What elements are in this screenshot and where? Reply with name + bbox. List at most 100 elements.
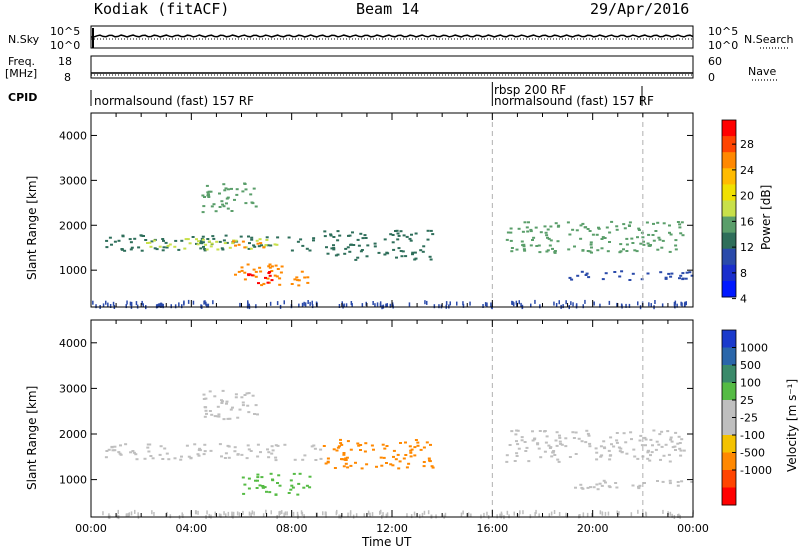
velocity-ground-cell xyxy=(347,512,349,517)
velocity-ground-cell xyxy=(538,513,540,518)
power-ground-cell xyxy=(178,302,180,307)
power-ground-cell xyxy=(351,303,353,308)
velocity-echo-cell xyxy=(385,445,389,447)
velocity-echo-cell xyxy=(165,452,169,455)
velocity-echo-cell xyxy=(236,453,240,456)
velocity-echo-cell xyxy=(572,437,576,439)
power-echo-cell xyxy=(676,221,680,223)
power-ground-cell xyxy=(620,303,623,308)
velocity-echo-cell xyxy=(577,437,581,440)
power-echo-cell xyxy=(199,240,203,243)
power-echo-cell xyxy=(267,272,271,274)
velocity-echo-cell xyxy=(538,430,542,432)
velocity-echo-cell xyxy=(631,484,635,487)
power-ground-cell xyxy=(438,304,440,309)
power-echo-cell xyxy=(268,266,272,269)
velocity-echo-cell xyxy=(228,417,232,420)
power-ground-cell xyxy=(616,302,618,307)
power-echo-cell xyxy=(419,249,423,252)
power-echo-cell xyxy=(411,253,414,256)
velocity-ground-cell xyxy=(380,509,382,514)
power-echo-cell xyxy=(600,238,604,240)
velocity-echo-cell xyxy=(203,415,207,418)
power-echo-cell xyxy=(546,228,550,231)
velocity-colorbar-swatch xyxy=(722,452,736,471)
velocity-ground-cell xyxy=(578,514,580,519)
power-ground-cell xyxy=(469,301,471,306)
velocity-echo-cell xyxy=(365,463,369,466)
power-ground-cell xyxy=(391,302,394,307)
power-echo-cell xyxy=(205,184,209,187)
velocity-echo-cell xyxy=(580,440,584,443)
velocity-echo-cell xyxy=(666,430,670,433)
power-echo-cell xyxy=(652,239,656,242)
power-colorbar-tick-label: 16 xyxy=(740,215,754,228)
velocity-ground-cell xyxy=(607,511,610,516)
velocity-echo-cell xyxy=(550,455,554,458)
power-echo-cell xyxy=(545,250,549,253)
velocity-echo-cell xyxy=(276,444,280,447)
velocity-echo-cell xyxy=(254,479,257,482)
cpid-segment: normalsound (fast) 157 RF xyxy=(94,94,254,108)
velocity-ground-cell xyxy=(137,512,139,517)
power-ground-cell xyxy=(456,301,458,306)
velocity-echo-cell xyxy=(349,448,353,451)
power-echo-cell xyxy=(254,275,258,278)
power-echo-cell xyxy=(674,239,678,242)
velocity-echo-cell xyxy=(609,436,613,439)
power-echo-cell xyxy=(343,252,347,255)
velocity-echo-cell xyxy=(213,395,217,398)
power-echo-cell xyxy=(206,194,210,197)
velocity-echo-cell xyxy=(205,412,208,415)
power-echo-cell xyxy=(224,187,228,190)
velocity-echo-cell xyxy=(619,447,623,450)
velocity-echo-cell xyxy=(187,455,191,458)
power-echo-cell xyxy=(164,241,168,244)
velocity-echo-cell xyxy=(671,446,675,449)
velocity-echo-cell xyxy=(345,456,349,459)
velocity-ground-cell xyxy=(223,511,225,516)
velocity-echo-cell xyxy=(261,486,265,489)
power-echo-cell xyxy=(690,274,694,277)
power-echo-cell xyxy=(669,233,673,236)
power-echo-cell xyxy=(323,230,327,233)
power-echo-cell xyxy=(522,245,526,248)
velocity-echo-cell xyxy=(516,443,520,446)
velocity-echo-cell xyxy=(660,445,664,448)
velocity-ground-cell xyxy=(134,509,136,514)
velocity-echo-cell xyxy=(539,456,543,459)
velocity-echo-cell xyxy=(343,458,347,461)
power-echo-cell xyxy=(556,240,560,243)
power-echo-cell xyxy=(522,248,526,251)
power-echo-cell xyxy=(619,243,623,246)
power-echo-cell xyxy=(240,266,244,269)
velocity-echo-cell xyxy=(251,394,255,397)
power-echo-cell xyxy=(628,279,632,281)
power-ground-cell xyxy=(181,304,183,309)
power-echo-cell xyxy=(312,239,315,242)
power-ytick-label: 2000 xyxy=(59,219,87,232)
power-echo-cell xyxy=(421,250,425,253)
power-echo-cell xyxy=(137,246,141,249)
velocity-echo-cell xyxy=(579,483,583,486)
velocity-colorbar-tick-label: -25 xyxy=(740,412,758,425)
power-echo-cell xyxy=(223,189,227,192)
power-echo-cell xyxy=(373,245,377,248)
power-echo-cell xyxy=(414,232,418,235)
velocity-echo-cell xyxy=(117,451,121,454)
velocity-echo-cell xyxy=(218,443,222,446)
power-echo-region xyxy=(232,240,266,249)
velocity-echo-region xyxy=(104,443,323,462)
velocity-ground-cell xyxy=(371,512,374,517)
power-echo-cell xyxy=(395,256,398,259)
power-ground-cell xyxy=(681,302,683,307)
power-echo-cell xyxy=(210,205,214,208)
velocity-echo-region xyxy=(505,429,686,463)
power-echo-cell xyxy=(678,226,682,229)
velocity-echo-cell xyxy=(536,443,540,446)
velocity-ground-cell xyxy=(591,513,593,517)
power-echo-cell xyxy=(249,247,253,250)
power-echo-cell xyxy=(357,244,361,247)
velocity-echo-cell xyxy=(180,455,183,458)
velocity-echo-cell xyxy=(520,439,524,442)
